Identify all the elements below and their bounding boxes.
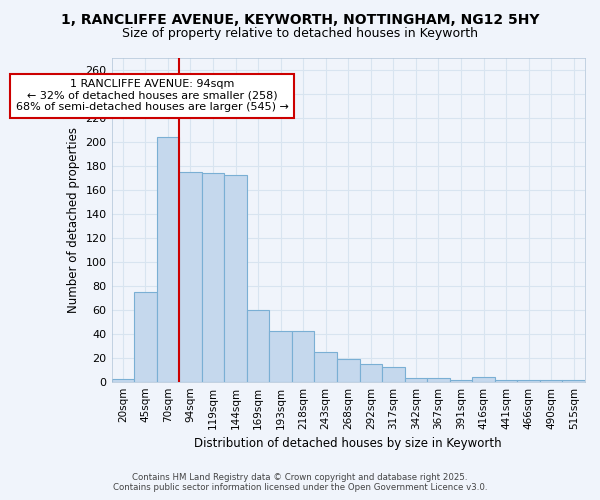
X-axis label: Distribution of detached houses by size in Keyworth: Distribution of detached houses by size …	[194, 437, 502, 450]
Bar	[404, 378, 427, 382]
Bar	[472, 377, 495, 382]
Bar	[359, 364, 382, 382]
Bar	[382, 368, 404, 382]
Bar	[427, 378, 450, 382]
Bar	[292, 332, 314, 382]
Text: 1, RANCLIFFE AVENUE, KEYWORTH, NOTTINGHAM, NG12 5HY: 1, RANCLIFFE AVENUE, KEYWORTH, NOTTINGHA…	[61, 12, 539, 26]
Bar	[495, 380, 517, 382]
Bar	[179, 172, 202, 382]
Text: Size of property relative to detached houses in Keyworth: Size of property relative to detached ho…	[122, 28, 478, 40]
Bar	[112, 380, 134, 382]
Bar	[224, 175, 247, 382]
Bar	[562, 380, 585, 382]
Bar	[202, 173, 224, 382]
Bar	[247, 310, 269, 382]
Bar	[540, 380, 562, 382]
Bar	[314, 352, 337, 382]
Bar	[450, 380, 472, 382]
Bar	[269, 332, 292, 382]
Bar	[157, 136, 179, 382]
Bar	[337, 359, 359, 382]
Text: Contains HM Land Registry data © Crown copyright and database right 2025.
Contai: Contains HM Land Registry data © Crown c…	[113, 473, 487, 492]
Text: 1 RANCLIFFE AVENUE: 94sqm
← 32% of detached houses are smaller (258)
68% of semi: 1 RANCLIFFE AVENUE: 94sqm ← 32% of detac…	[16, 79, 289, 112]
Bar	[134, 292, 157, 382]
Bar	[517, 380, 540, 382]
Y-axis label: Number of detached properties: Number of detached properties	[67, 126, 80, 312]
